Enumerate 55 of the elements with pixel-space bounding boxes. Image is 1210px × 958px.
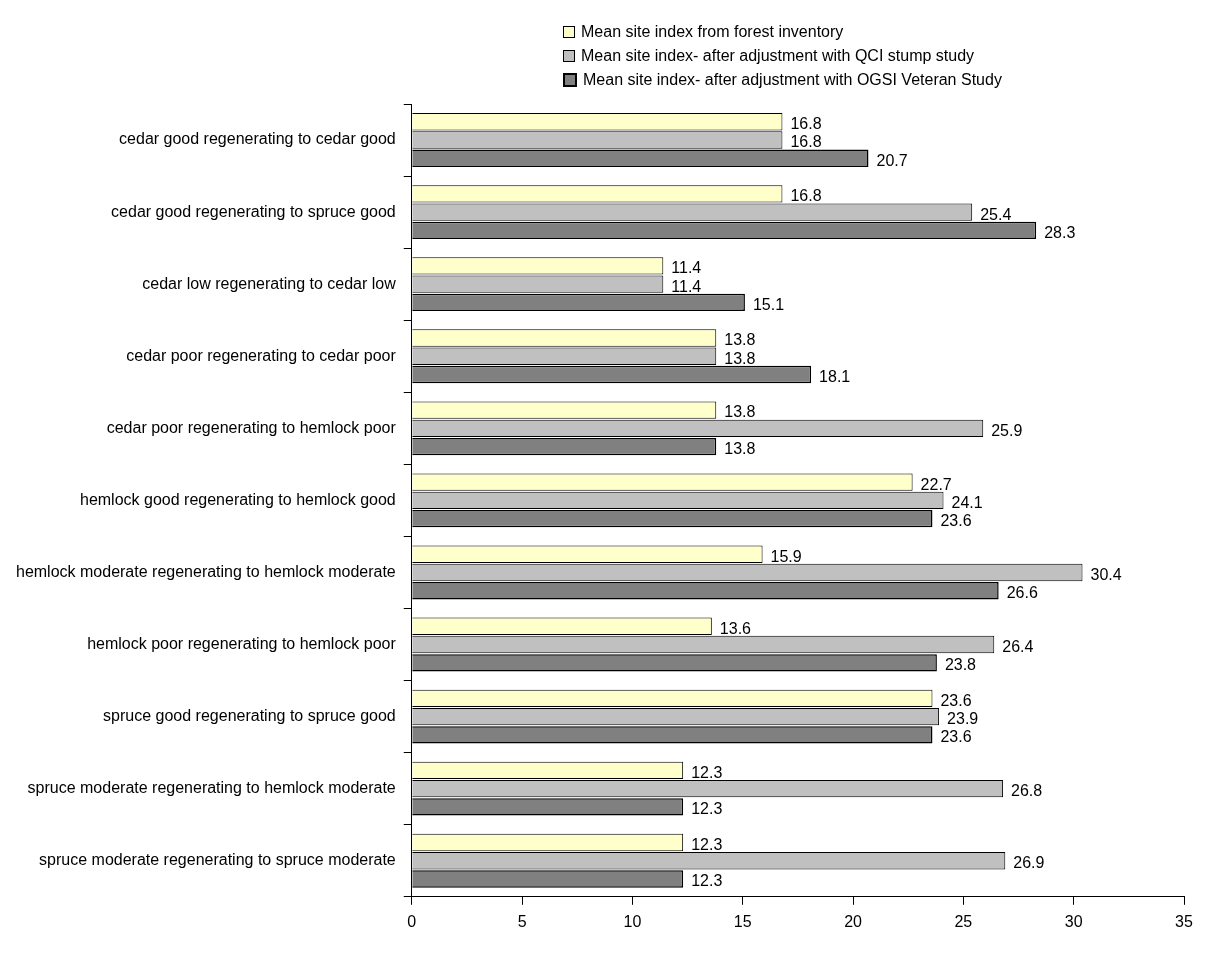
data-label: 25.4 [980,205,1012,223]
x-tick-label: 10 [623,912,642,930]
data-label: 23.6 [940,691,972,709]
x-tick-label: 5 [517,912,527,930]
data-label: 28.3 [1044,223,1076,241]
data-label: 15.9 [770,547,802,565]
data-label: 12.3 [691,835,723,853]
x-tick-label: 25 [954,912,973,930]
y-tick-label: cedar good regenerating to cedar good [119,130,396,148]
y-tick-label: cedar good regenerating to spruce good [111,202,396,220]
legend-label: Mean site index from forest inventory [581,23,844,41]
y-tick-label: cedar low regenerating to cedar low [142,274,397,292]
data-label: 16.8 [790,133,822,151]
data-label: 20.7 [876,151,908,169]
data-label: 15.1 [752,295,785,313]
y-tick-label: hemlock good regenerating to hemlock good [79,490,396,508]
x-tick-label: 30 [1064,912,1083,930]
data-label: 24.1 [951,493,983,511]
data-label: 13.6 [719,619,752,637]
x-tick-label: 35 [1175,912,1193,930]
y-tick-label: spruce moderate regenerating to hemlock moderate [27,779,396,797]
data-label: 13.8 [724,403,756,421]
data-label: 23.6 [940,728,972,746]
y-tick-label: cedar poor regenerating to cedar poor [126,346,397,364]
data-label: 12.3 [691,872,723,890]
x-tick-label: 15 [733,912,752,930]
data-label: 16.8 [790,115,822,133]
legend-label: Mean site index- after adjustment with QCI stump study [581,47,975,65]
data-label: 26.4 [1002,637,1034,655]
data-label: 30.4 [1090,565,1122,583]
data-label: 23.9 [947,710,979,728]
x-tick-label: 20 [844,912,863,930]
data-label: 12.3 [691,763,723,781]
data-label: 26.8 [1011,782,1043,800]
data-label: 25.9 [991,421,1023,439]
data-label: 13.8 [724,349,756,367]
data-label: 23.6 [940,512,972,530]
data-label: 12.3 [691,800,723,818]
y-tick-label: spruce good regenerating to spruce good [103,707,396,725]
data-label: 11.4 [671,277,702,295]
data-label: 22.7 [920,475,952,493]
data-label: 13.8 [724,331,756,349]
data-label: 26.9 [1013,854,1045,872]
data-label: 26.6 [1006,584,1038,602]
data-label: 11.4 [671,259,702,277]
data-label: 18.1 [819,367,851,385]
y-tick-label: hemlock moderate regenerating to hemlock moderate [15,562,396,580]
legend-label: Mean site index- after adjustment with OGSI Veteran Study [583,71,1002,89]
x-tick-label: 0 [407,912,417,930]
y-tick-label: hemlock poor regenerating to hemlock poor [87,634,397,652]
data-label: 16.8 [790,187,822,205]
data-label: 13.8 [724,439,756,457]
y-tick-label: cedar poor regenerating to hemlock poor [106,418,397,436]
y-tick-label: spruce moderate regenerating to spruce moderate [39,851,396,869]
data-label: 23.8 [944,656,977,674]
